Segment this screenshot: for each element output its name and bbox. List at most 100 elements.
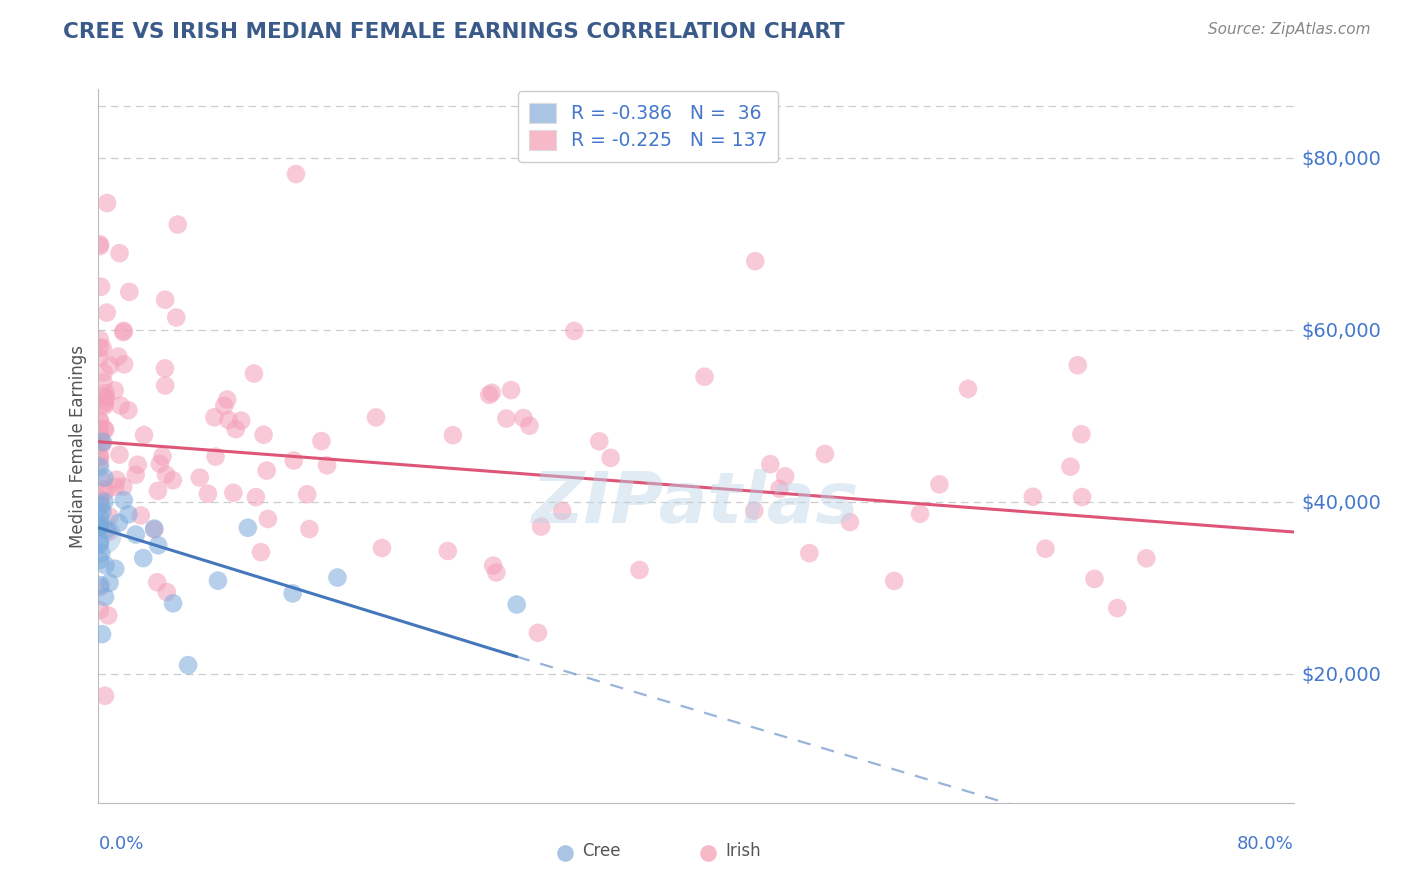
Point	[89, 426, 111, 441]
Point	[93, 397, 115, 411]
Point	[212, 399, 235, 413]
Point	[89, 449, 111, 463]
Point	[93, 376, 115, 390]
Point	[89, 429, 111, 443]
Point	[1022, 490, 1045, 504]
Point	[441, 428, 464, 442]
Point	[90, 546, 112, 560]
Text: 0.0%: 0.0%	[98, 835, 143, 853]
Point	[245, 490, 267, 504]
Point	[162, 473, 184, 487]
Point	[281, 586, 304, 600]
Point	[89, 516, 111, 531]
Point	[588, 434, 610, 449]
Point	[89, 534, 111, 549]
Point	[153, 378, 176, 392]
Point	[98, 509, 121, 524]
Point	[93, 390, 115, 404]
Point	[482, 558, 505, 573]
Point	[112, 493, 135, 508]
Point	[89, 333, 111, 347]
Point	[89, 520, 111, 534]
Point	[599, 450, 621, 465]
Point	[283, 453, 305, 467]
Point	[89, 351, 111, 365]
Point	[1083, 572, 1105, 586]
Point	[118, 285, 141, 299]
Point	[155, 467, 177, 482]
Point	[89, 422, 111, 436]
Point	[364, 410, 387, 425]
Point	[91, 529, 114, 543]
Text: ZIPatlas: ZIPatlas	[533, 468, 859, 538]
Y-axis label: Median Female Earnings: Median Female Earnings	[69, 344, 87, 548]
Point	[112, 357, 135, 371]
Point	[149, 457, 172, 471]
Point	[129, 508, 152, 523]
Point	[108, 448, 131, 462]
Point	[1135, 551, 1157, 566]
Point	[928, 477, 950, 491]
Point	[132, 551, 155, 566]
Point	[527, 625, 550, 640]
Point	[1035, 541, 1057, 556]
Point	[117, 508, 139, 522]
Point	[481, 385, 503, 400]
Point	[177, 658, 200, 673]
Point	[849, 838, 872, 853]
Point	[148, 538, 170, 552]
Point	[153, 293, 176, 307]
Point	[256, 464, 278, 478]
Point	[108, 516, 131, 530]
Point	[89, 580, 111, 594]
Point	[98, 359, 121, 373]
Point	[1107, 601, 1129, 615]
Point	[91, 437, 114, 451]
Point	[91, 627, 114, 641]
Point	[94, 385, 117, 400]
Point	[96, 196, 118, 211]
Point	[97, 608, 120, 623]
Point	[107, 350, 129, 364]
Point	[125, 467, 148, 482]
Point	[166, 218, 188, 232]
Point	[759, 457, 782, 471]
Point	[94, 590, 117, 604]
Point	[89, 491, 111, 506]
Point	[89, 237, 111, 252]
Point	[218, 413, 240, 427]
Point	[506, 598, 529, 612]
Point	[693, 369, 716, 384]
Point	[495, 411, 517, 425]
Point	[94, 423, 117, 437]
Point	[93, 366, 115, 380]
Point	[311, 434, 333, 449]
Point	[104, 480, 127, 494]
Point	[89, 459, 111, 474]
Point	[188, 470, 211, 484]
Point	[94, 689, 117, 703]
Point	[89, 553, 111, 567]
Point	[94, 390, 117, 404]
Point	[295, 487, 318, 501]
Point	[94, 483, 117, 498]
Point	[96, 306, 118, 320]
Point	[839, 515, 862, 529]
Point	[162, 596, 184, 610]
Point	[104, 384, 127, 398]
Point	[152, 450, 174, 464]
Point	[90, 279, 112, 293]
Point	[112, 325, 135, 339]
Point	[94, 394, 117, 409]
Point	[93, 399, 115, 413]
Point	[90, 499, 112, 513]
Point	[883, 574, 905, 588]
Point	[530, 519, 553, 533]
Point	[93, 494, 115, 508]
Point	[125, 527, 148, 541]
Point	[156, 585, 179, 599]
Point	[89, 414, 111, 428]
Point	[89, 239, 111, 253]
Point	[204, 450, 226, 464]
Point	[956, 382, 979, 396]
